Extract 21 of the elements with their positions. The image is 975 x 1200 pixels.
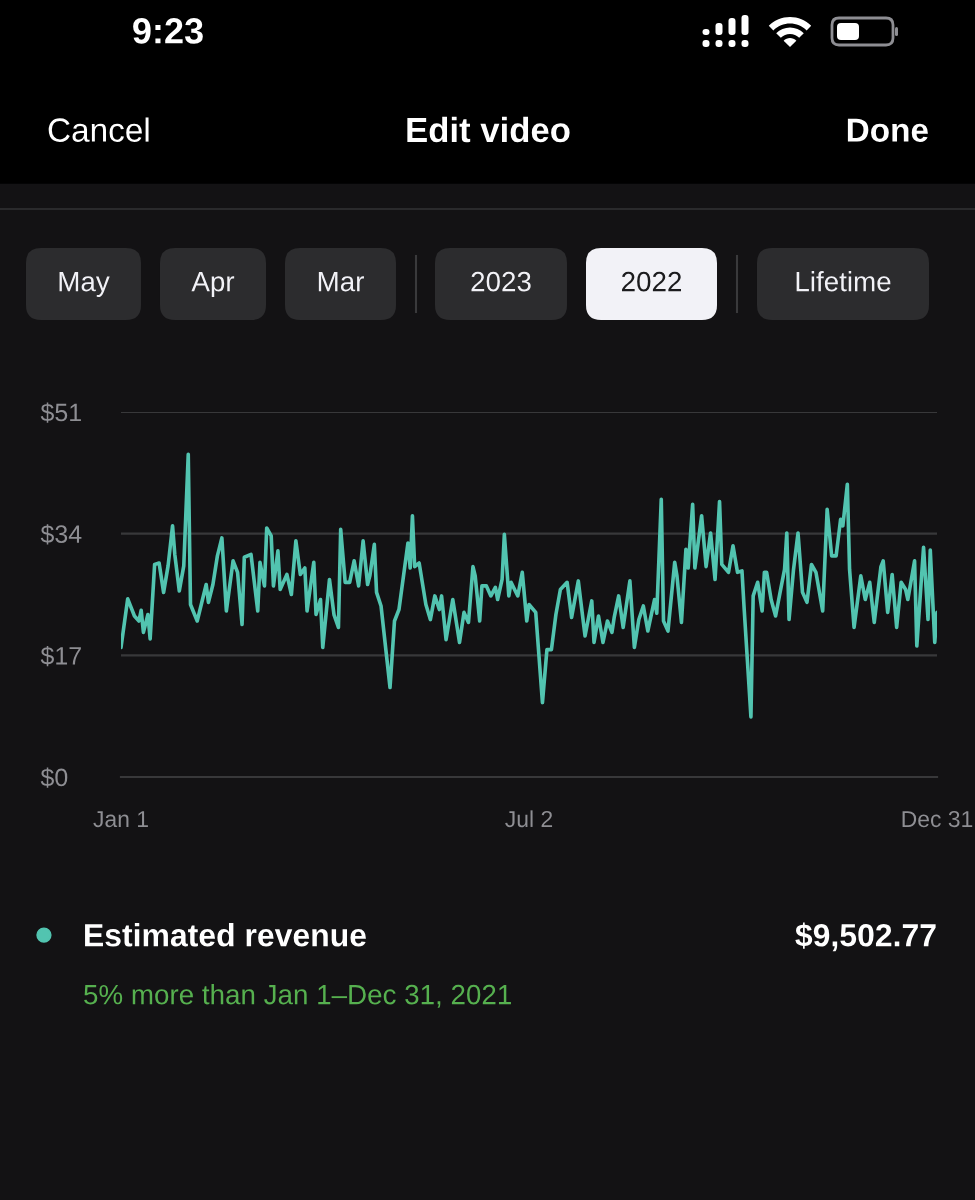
y-tick-label: $34	[40, 524, 82, 545]
y-tick-label: $17	[40, 645, 81, 667]
text: Mar	[318, 272, 364, 292]
chart-title: Edit video	[407, 116, 570, 143]
text: May	[59, 272, 110, 297]
text: 2023	[471, 271, 531, 292]
legend-label: Estimated revenue	[85, 923, 366, 947]
x-tick-label: Dec 31	[902, 810, 973, 828]
text: Cancel	[48, 117, 149, 142]
line-series	[121, 452, 937, 719]
x-tick-label: Jan 1	[93, 811, 148, 828]
text: Lifetime	[796, 271, 891, 292]
text: $9,502.77	[795, 922, 936, 952]
x-tick-label: Jul 2	[505, 810, 553, 828]
y-tick-label: $0	[40, 767, 68, 788]
text: Done	[847, 118, 928, 142]
text: 9:23	[133, 18, 203, 44]
text: 5% more than Jan 1–Dec 31, 2021	[84, 984, 511, 1008]
y-tick-label: $51	[40, 402, 81, 423]
text: 2022	[622, 271, 682, 292]
text: Apr	[191, 272, 235, 297]
